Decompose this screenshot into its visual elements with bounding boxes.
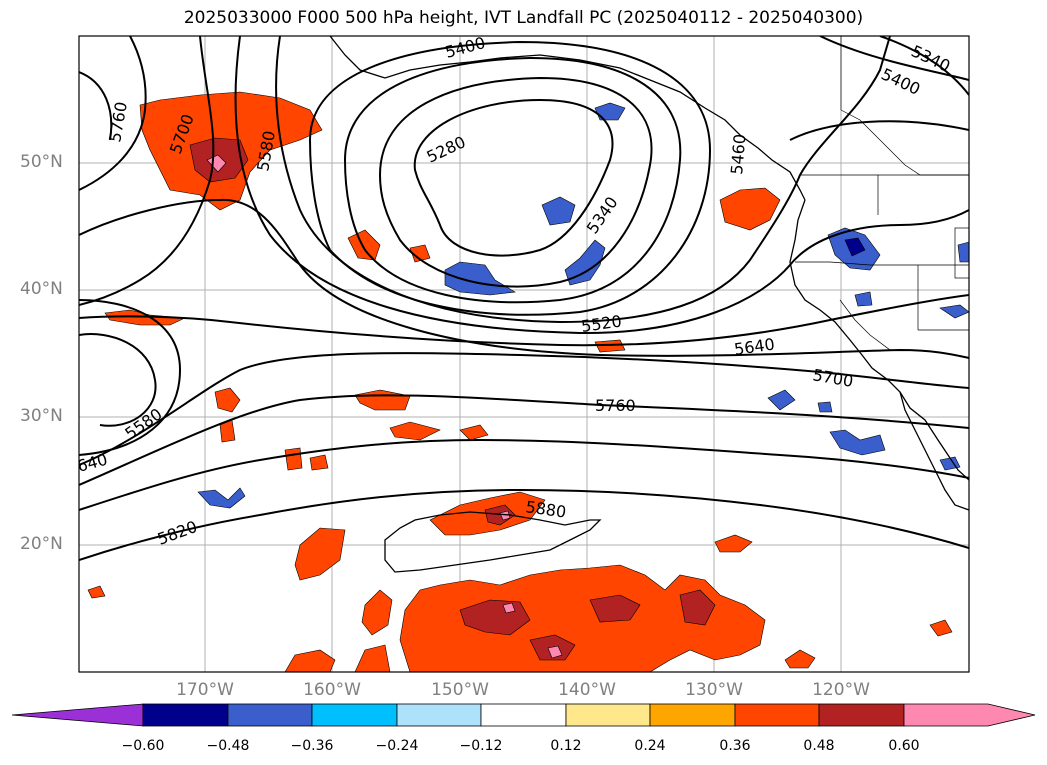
contour-label: 5340	[583, 193, 622, 237]
colorbar-segment	[818, 703, 905, 727]
gridlines	[79, 36, 969, 672]
lat-label: 40°N	[20, 279, 63, 299]
plot-frame	[78, 35, 970, 673]
colorbar-segment	[565, 703, 651, 727]
contour-label: 5820	[155, 517, 200, 549]
colorbar-segment	[311, 703, 398, 727]
colorbar-segment	[734, 703, 820, 727]
borders	[795, 36, 969, 351]
colorbar-tick-label: −0.48	[206, 738, 250, 754]
contour-label: 640	[75, 450, 109, 476]
contour-label: 5580	[121, 404, 165, 443]
lon-label: 140°W	[558, 680, 616, 700]
contour-label: 5760	[595, 396, 636, 415]
colorbar-tick-label: −0.60	[121, 738, 165, 754]
colorbar-segment	[227, 703, 313, 727]
coastlines	[329, 36, 969, 573]
colorbar	[11, 703, 1036, 727]
colorbar-segment	[649, 703, 736, 727]
colorbar-tick-label: 0.12	[550, 738, 582, 754]
lat-label: 30°N	[20, 406, 63, 426]
lat-label: 20°N	[20, 534, 63, 554]
contour-label: 5400	[878, 64, 923, 98]
lon-label: 130°W	[685, 680, 743, 700]
lon-label: 120°W	[812, 680, 870, 700]
colorbar-segment	[480, 703, 567, 727]
colorbar-tick-label: 0.48	[803, 738, 835, 754]
contour-label: 5700	[811, 365, 854, 391]
colorbar-tick-label: −0.24	[375, 738, 419, 754]
contour-label: 5460	[727, 133, 749, 175]
lon-label: 170°W	[176, 680, 234, 700]
colorbar-tick-label: −0.12	[459, 738, 503, 754]
lat-label: 50°N	[20, 152, 63, 172]
colorbar-segment	[903, 703, 1036, 727]
colorbar-tick-label: 0.60	[888, 738, 920, 754]
contour-label: 5400	[443, 33, 487, 62]
colorbar-tick-label: 0.36	[719, 738, 751, 754]
contour-label: 5280	[424, 132, 469, 166]
contour-label: 5640	[733, 334, 776, 358]
height-contours	[79, 36, 969, 561]
map-title: 2025033000 F000 500 hPa height, IVT Land…	[183, 8, 864, 28]
colorbar-tick-label: −0.36	[290, 738, 334, 754]
colorbar-segment	[396, 703, 482, 727]
negative-ivt-areas	[197, 102, 969, 509]
colorbar-segment	[142, 703, 229, 727]
colorbar-tick-label: 0.24	[634, 738, 666, 754]
colorbar-segment	[11, 703, 144, 727]
lon-label: 160°W	[303, 680, 361, 700]
lon-label: 150°W	[431, 680, 489, 700]
